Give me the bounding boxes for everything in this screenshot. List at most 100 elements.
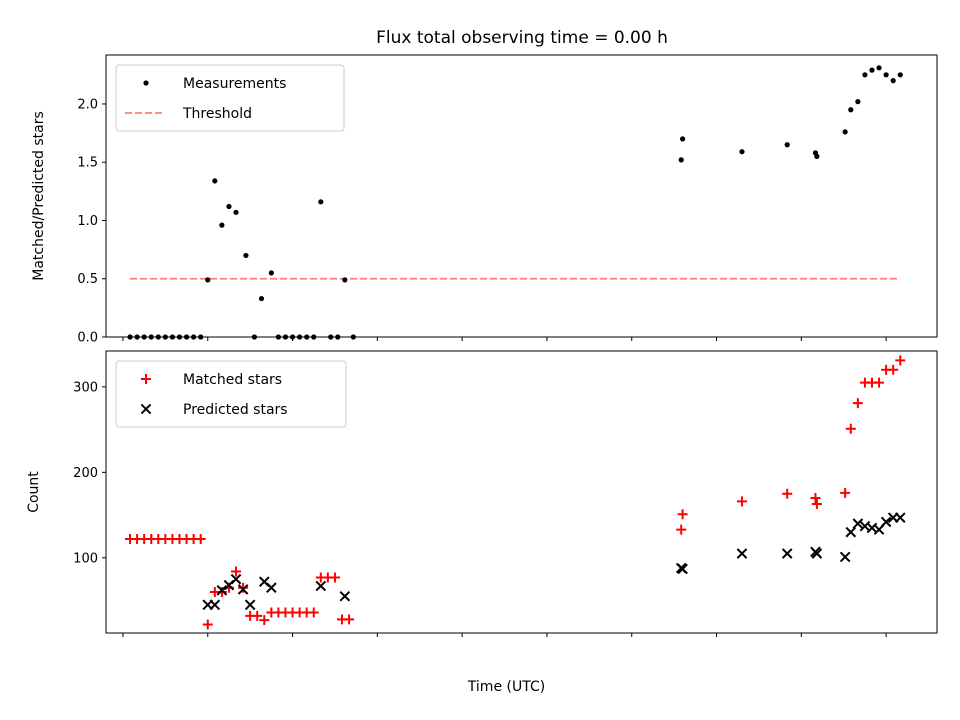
matched-stars-point	[811, 498, 822, 509]
predicted-stars-point	[811, 548, 823, 559]
predicted-stars-point	[209, 599, 221, 611]
top-y-tick-label: 1.5	[77, 156, 98, 171]
bottom-y-axis-label: Count	[26, 471, 42, 513]
predicted-stars-point	[781, 548, 793, 559]
predicted-stars-point	[266, 582, 277, 594]
predicted-stars-point	[736, 548, 748, 559]
predicted-stars-point	[230, 573, 242, 585]
measurements-point	[212, 178, 218, 184]
matched-stars-point	[874, 377, 885, 388]
matched-stars-point	[259, 615, 270, 626]
measurements-point	[328, 334, 334, 340]
measurements-point	[342, 277, 348, 283]
predicted-stars-legend-label: Predicted stars	[183, 402, 288, 418]
top-y-tick-label: 2.0	[77, 97, 98, 112]
matched-stars-point	[202, 619, 213, 630]
measurements-point	[205, 277, 211, 283]
top-legend-box	[115, 64, 345, 132]
measurements-point	[282, 334, 289, 340]
measurements-point	[148, 334, 154, 340]
bottom-axes-frame	[105, 350, 938, 634]
predicted-stars-point	[894, 512, 906, 523]
matched-stars-point	[195, 534, 206, 544]
bottom-panel: 100 200 300 Count Time (UTC) Matched stars Pre…	[26, 350, 938, 695]
measurements-point	[890, 78, 896, 84]
measurements-point	[233, 209, 239, 215]
matched-stars-point	[736, 496, 747, 507]
matched-stars-legend-swatch	[141, 374, 151, 384]
bottom-y-tick-label: 100	[73, 551, 98, 566]
measurements-point	[162, 334, 168, 340]
measurements-point	[268, 270, 274, 276]
measurements-point	[848, 107, 854, 113]
predicted-stars-point	[339, 590, 351, 602]
matched-stars-point	[238, 582, 249, 593]
bottom-x-axis-label: Time (UTC)	[467, 679, 545, 695]
matched-stars-point	[252, 610, 263, 621]
measurements-point	[739, 149, 745, 155]
measurements-point	[297, 334, 303, 340]
predicted-stars-legend-swatch	[140, 403, 152, 415]
matched-stars-point	[344, 614, 355, 625]
measurements-point	[883, 72, 889, 78]
measurements-point	[258, 295, 265, 302]
measurements-point	[897, 72, 903, 78]
measurements-point	[198, 334, 204, 340]
matched-stars-point	[308, 607, 319, 618]
predicted-stars-point	[845, 526, 857, 538]
top-y-axis-label: Matched/Predicted stars	[31, 111, 47, 281]
predicted-stars-point	[237, 584, 249, 595]
measurements-point	[226, 203, 232, 210]
top-y-tick-label: 1.0	[77, 214, 98, 229]
measurements-point	[127, 334, 133, 340]
measurements-point	[311, 334, 317, 340]
matched-stars-series	[125, 355, 906, 630]
measurements-point	[155, 334, 161, 340]
measurements-point	[784, 142, 790, 148]
top-legend: Measurements Threshold	[115, 64, 345, 132]
measurements-legend-swatch	[143, 80, 149, 86]
predicted-stars-series	[202, 512, 906, 611]
measurements-point	[855, 99, 861, 105]
matched-stars-point	[677, 509, 688, 520]
measurements-point	[289, 334, 296, 340]
matched-stars-point	[852, 398, 863, 409]
measurements-point	[134, 334, 140, 340]
measurements-point	[176, 334, 183, 340]
threshold-legend-label: Threshold	[182, 106, 252, 122]
top-chart-title: Flux total observing time = 0.00 h	[376, 28, 668, 48]
predicted-stars-point	[880, 516, 892, 528]
bottom-data-marks	[125, 355, 906, 630]
predicted-stars-point	[315, 580, 327, 592]
matched-stars-point	[895, 355, 906, 366]
measurements-point	[275, 334, 282, 340]
predicted-stars-point	[839, 551, 851, 563]
matched-stars-point	[329, 572, 340, 583]
matched-stars-point	[845, 423, 856, 434]
measurements-point	[219, 222, 225, 228]
bottom-y-tick-label: 200	[73, 466, 98, 481]
bottom-legend-box	[115, 360, 347, 428]
measurements-point	[350, 334, 356, 340]
measurements-legend-label: Measurements	[183, 76, 286, 92]
measurements-point	[318, 199, 324, 205]
measurements-point	[876, 65, 882, 71]
top-panel: 0.0 0.5 1.0 1.5 2.0 Matched/Predicted stars Me…	[31, 54, 938, 346]
measurements-point	[335, 334, 341, 340]
matched-stars-point	[840, 487, 851, 498]
measurements-point	[842, 129, 848, 135]
measurements-point	[243, 252, 249, 259]
predicted-stars-point	[216, 584, 228, 596]
matched-stars-legend-label: Matched stars	[183, 372, 282, 388]
matched-stars-point	[810, 492, 821, 503]
measurements-point	[814, 153, 820, 159]
bottom-legend: Matched stars Predicted stars	[115, 360, 347, 428]
matched-stars-point	[888, 364, 899, 375]
measurements-series	[127, 65, 903, 340]
matched-stars-point	[782, 488, 793, 499]
measurements-point	[678, 157, 684, 163]
top-y-tick-label: 0.5	[77, 272, 98, 287]
measurements-point	[251, 334, 257, 340]
measurements-point	[141, 334, 147, 340]
predicted-stars-point	[852, 518, 864, 529]
